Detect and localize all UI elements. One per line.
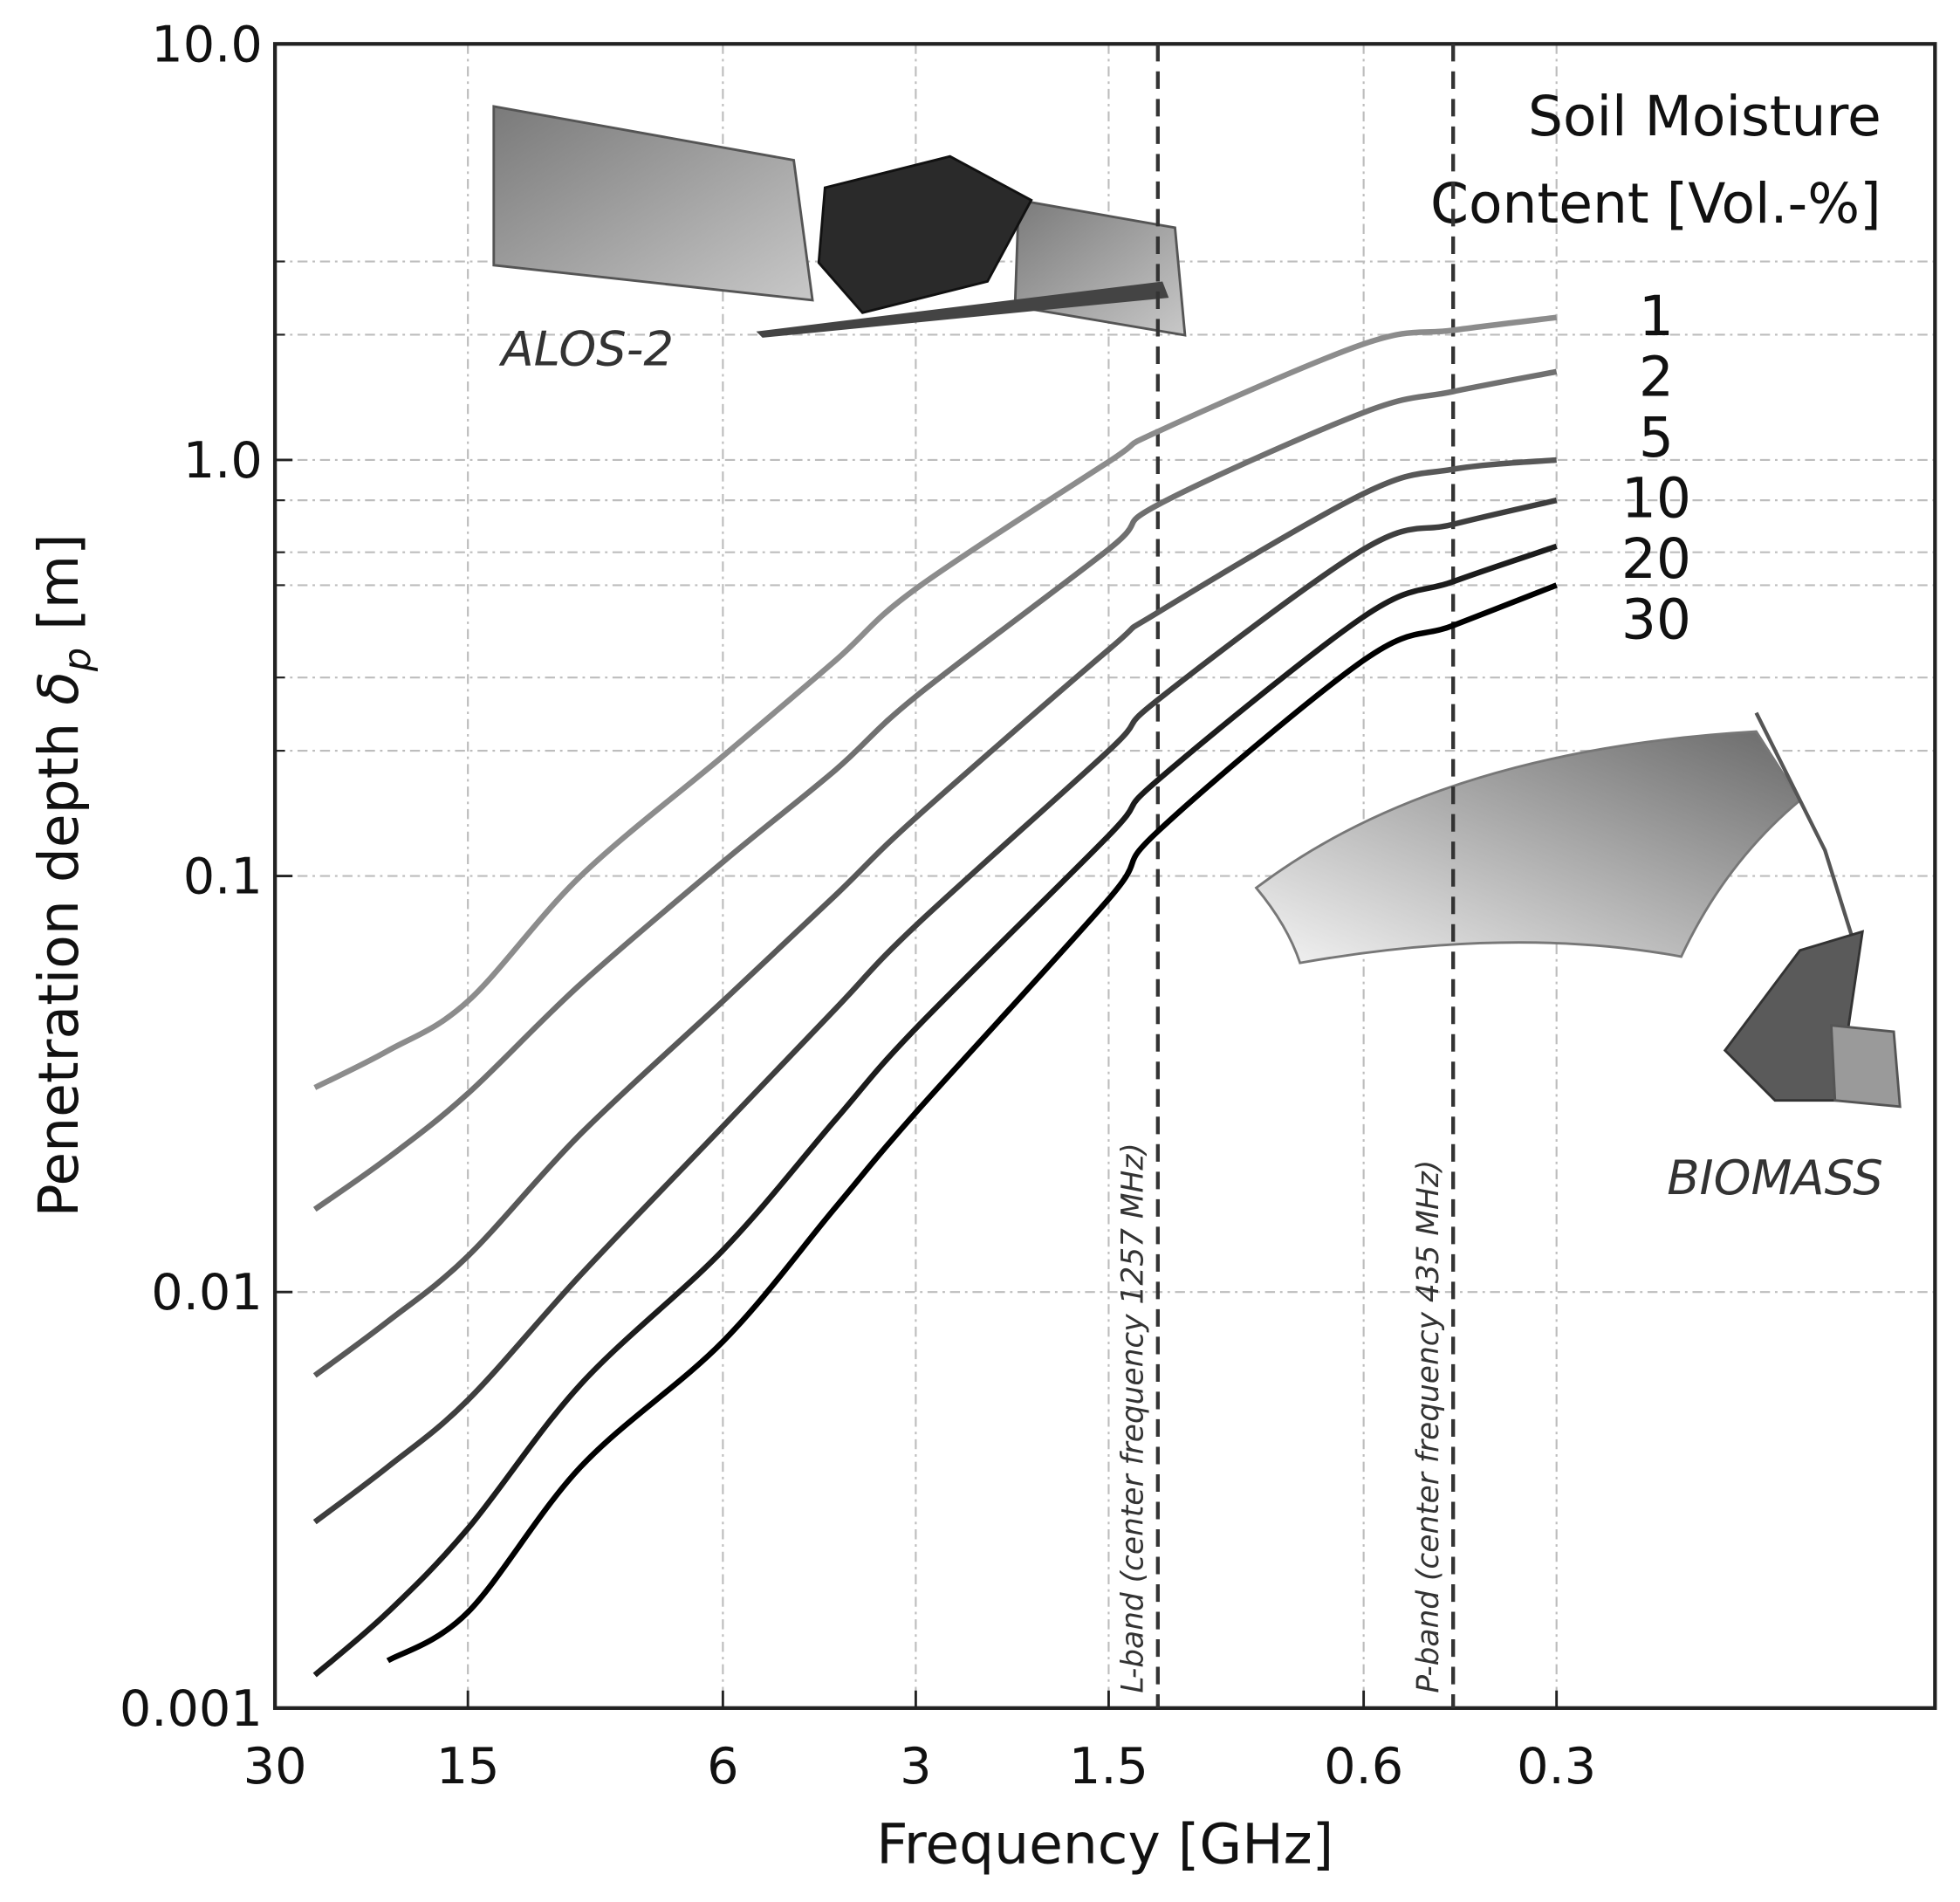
reference-label: L-band (center frequency 1257 MHz): [1116, 1143, 1151, 1693]
y-axis-label: Penetration depth δp [m]: [27, 533, 103, 1217]
series-line: [312, 368, 1558, 1212]
y-tick-label: 10.0: [151, 15, 263, 73]
x-tick-label: 0.6: [1324, 1737, 1403, 1796]
series-label: 1: [1639, 285, 1674, 348]
y-label-subscript: p: [56, 648, 99, 672]
legend-title: Soil Moisture: [1528, 85, 1881, 148]
x-tick-label: 15: [436, 1737, 500, 1796]
y-tick-label: 1.0: [183, 431, 263, 490]
series-label: 30: [1621, 587, 1691, 651]
x-axis-label: Frequency [GHz]: [876, 1812, 1333, 1876]
y-label-symbol: δ: [27, 671, 91, 705]
y-tick-label: 0.1: [183, 848, 263, 906]
y-label-text: Penetration depth: [27, 723, 91, 1218]
series-label: 20: [1621, 527, 1691, 591]
series-label: 5: [1639, 406, 1674, 470]
series-line: [313, 314, 1558, 1090]
series-label: 2: [1639, 346, 1674, 409]
series-line: [312, 543, 1558, 1678]
y-tick-label: 0.001: [120, 1679, 263, 1738]
series-line: [312, 457, 1557, 1378]
biomass-illustration: [1254, 711, 1902, 1109]
x-tick-label: 3: [900, 1737, 931, 1796]
y-tick-label: 0.01: [151, 1263, 263, 1322]
x-tick-label: 6: [707, 1737, 738, 1796]
legend-title: Content [Vol.-%]: [1430, 172, 1881, 236]
alos2-illustration: [492, 105, 1187, 338]
reference-label: P-band (center frequency 435 MHz): [1411, 1160, 1446, 1693]
annotation: ALOS-2: [498, 320, 674, 376]
series-line: [386, 582, 1558, 1664]
y-label-unit: [m]: [27, 533, 91, 630]
x-tick-label: 0.3: [1517, 1737, 1596, 1796]
x-tick-label: 30: [243, 1737, 307, 1796]
series-label: 10: [1621, 466, 1691, 530]
annotation: BIOMASS: [1667, 1150, 1883, 1205]
series-line: [312, 497, 1558, 1525]
x-tick-label: 1.5: [1069, 1737, 1148, 1796]
